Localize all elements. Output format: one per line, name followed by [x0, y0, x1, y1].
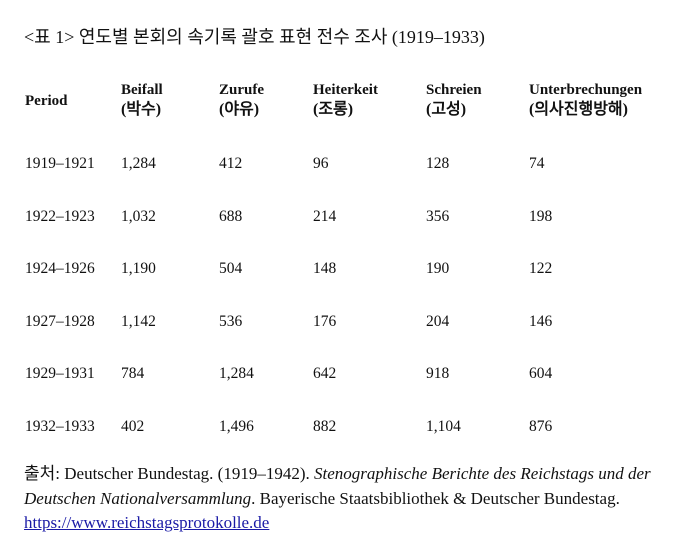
period-cell: 1919–1921 — [25, 155, 95, 172]
count-cell: 148 — [313, 260, 337, 278]
column-header: Period — [25, 93, 68, 109]
count-cell: 1,284 — [121, 155, 156, 172]
count-cell: 190 — [426, 260, 450, 278]
column-header: Zurufe (야유) — [219, 80, 264, 120]
column-header-label: Beifall — [121, 82, 163, 98]
count-cell: 882 — [313, 418, 337, 435]
column-header: Unterbrechungen (의사진행방해) — [529, 80, 642, 120]
count-cell: 1,496 — [219, 418, 254, 435]
source-publisher: . Bayerische Staatsbibliothek & Deutsche… — [251, 488, 620, 508]
count-cell: 204 — [426, 312, 450, 330]
period-cell: 1929–1931 — [25, 365, 95, 383]
count-cell: 128 — [426, 155, 450, 172]
column-header-label: Unterbrechungen — [529, 82, 643, 98]
column-header-korean: (박수) — [121, 101, 162, 118]
column-header-korean: (야유) — [219, 101, 260, 118]
count-cell: 1,104 — [426, 418, 461, 435]
count-cell: 198 — [529, 207, 553, 225]
count-cell: 356 — [426, 207, 450, 225]
count-cell: 784 — [121, 365, 145, 383]
count-cell: 96 — [313, 155, 329, 172]
count-cell: 918 — [426, 365, 450, 383]
count-cell: 876 — [529, 418, 553, 435]
column-header-korean: (의사진행방해) — [529, 101, 628, 118]
column-header-label: Zurufe — [219, 82, 264, 98]
count-cell: 176 — [313, 312, 337, 330]
column-header: Beifall (박수) — [121, 80, 163, 120]
source-author: : Deutscher Bundestag. (1919–1942). — [55, 464, 315, 483]
count-cell: 1,284 — [219, 365, 254, 383]
source-label: 출처 — [24, 464, 56, 483]
period-cell: 1927–1928 — [25, 312, 95, 330]
count-cell: 504 — [219, 260, 243, 278]
count-cell: 642 — [313, 365, 337, 383]
count-cell: 74 — [529, 155, 545, 172]
count-cell: 1,032 — [121, 207, 156, 225]
count-cell: 146 — [529, 312, 553, 330]
count-cell: 402 — [121, 418, 145, 435]
count-cell: 604 — [529, 365, 553, 383]
column-header-label: Heiterkeit — [313, 82, 378, 98]
table-caption: <표 1> 연도별 본회의 속기록 괄호 표현 전수 조사 (1919–1933… — [24, 27, 485, 47]
count-cell: 412 — [219, 155, 243, 172]
count-cell: 688 — [219, 207, 243, 225]
count-cell: 536 — [219, 312, 243, 330]
period-cell: 1924–1926 — [25, 260, 95, 278]
source-citation: 출처: Deutscher Bundestag. (1919–1942). St… — [24, 462, 664, 536]
count-cell: 214 — [313, 207, 337, 225]
period-cell: 1932–1933 — [25, 418, 95, 435]
count-cell: 1,190 — [121, 260, 156, 278]
column-header-korean: (고성) — [426, 101, 467, 118]
source-work-title: Stenographische Berichte des Reichstags … — [24, 464, 651, 508]
column-header-korean: (조롱) — [313, 101, 354, 118]
count-cell: 122 — [529, 260, 553, 278]
period-cell: 1922–1923 — [25, 207, 95, 225]
count-cell: 1,142 — [121, 312, 156, 330]
column-header: Heiterkeit (조롱) — [313, 80, 378, 120]
source-link[interactable]: https://www.reichstagsprotokolle.de — [24, 513, 270, 532]
column-header: Schreien (고성) — [426, 80, 482, 120]
column-header-label: Schreien — [426, 82, 482, 98]
